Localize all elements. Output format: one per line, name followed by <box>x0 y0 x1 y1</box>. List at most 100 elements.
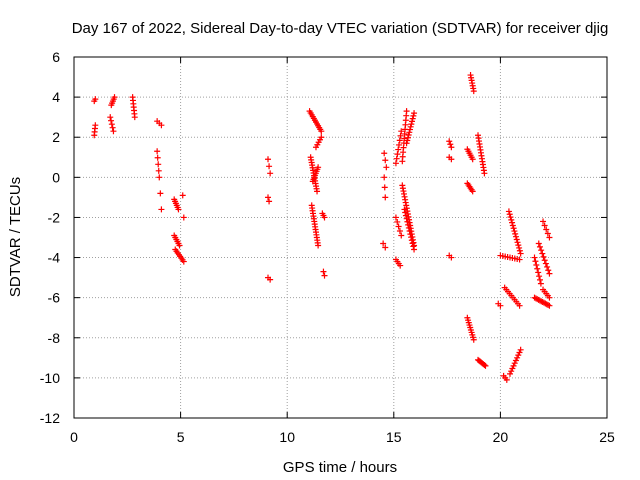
data-point <box>531 254 538 261</box>
data-point <box>470 336 477 343</box>
data-point <box>536 243 543 250</box>
data-point <box>395 141 402 148</box>
data-point <box>107 114 114 121</box>
data-point <box>396 137 403 144</box>
data-point <box>265 194 272 201</box>
data-point <box>481 170 488 177</box>
data-point <box>175 206 182 213</box>
data-point <box>544 230 551 237</box>
data-point <box>541 257 548 264</box>
x-axis-label: GPS time / hours <box>283 459 397 476</box>
data-point <box>381 150 388 157</box>
data-point <box>401 206 408 213</box>
data-point <box>409 118 416 125</box>
data-point <box>516 302 523 309</box>
data-point <box>516 349 523 356</box>
data-point <box>506 370 513 377</box>
data-point <box>180 214 187 221</box>
data-point <box>404 137 411 144</box>
data-point <box>532 258 539 265</box>
data-point <box>535 240 542 247</box>
data-point <box>408 121 415 128</box>
data-point <box>158 206 165 213</box>
data-point <box>403 108 410 115</box>
data-point <box>155 161 162 168</box>
data-point <box>396 227 403 234</box>
data-point <box>404 218 411 225</box>
data-point <box>546 302 553 309</box>
data-point <box>407 231 414 238</box>
data-point <box>481 361 488 368</box>
data-point <box>545 301 552 308</box>
y-axis-label: SDTVAR / TECUs <box>7 177 24 297</box>
data-point <box>402 212 409 219</box>
data-point <box>448 144 455 151</box>
data-point <box>381 174 388 181</box>
data-point <box>409 240 416 247</box>
data-point <box>402 209 409 216</box>
x-tick-label: 20 <box>493 429 509 445</box>
data-point <box>381 184 388 191</box>
data-point <box>448 156 455 163</box>
data-point <box>392 214 399 221</box>
data-point <box>382 194 389 201</box>
data-point <box>508 216 515 223</box>
data-point <box>405 221 412 228</box>
data-point <box>398 128 405 135</box>
data-point <box>447 141 454 148</box>
data-point <box>533 262 540 269</box>
data-point <box>320 268 327 275</box>
data-point <box>546 234 553 241</box>
data-point <box>92 96 99 103</box>
data-point <box>509 365 516 372</box>
data-point <box>546 270 553 277</box>
data-point <box>514 239 521 246</box>
data-points <box>91 72 553 383</box>
data-point <box>513 236 520 243</box>
y-tick-label: 0 <box>52 169 60 185</box>
y-tick-label: -6 <box>48 290 61 306</box>
data-point <box>321 214 328 221</box>
data-point <box>534 265 541 272</box>
x-tick-label: 5 <box>177 429 185 445</box>
data-point <box>266 163 273 170</box>
data-point <box>509 219 516 226</box>
data-point <box>318 128 325 135</box>
data-point <box>510 225 517 232</box>
data-point <box>446 138 453 145</box>
data-point <box>315 164 322 171</box>
data-point <box>536 276 543 283</box>
data-point <box>410 243 417 250</box>
data-point <box>411 246 418 253</box>
y-tick-label: -10 <box>40 370 60 386</box>
data-point <box>510 362 517 369</box>
data-point <box>179 192 186 199</box>
data-point <box>395 146 402 153</box>
data-point <box>516 247 523 254</box>
data-point <box>111 94 118 101</box>
data-point <box>92 122 99 129</box>
y-tick-label: -8 <box>48 330 61 346</box>
data-point <box>397 132 404 139</box>
data-point <box>505 208 512 215</box>
data-point <box>469 156 476 163</box>
data-point <box>508 368 515 375</box>
data-point <box>267 276 274 283</box>
data-point <box>406 228 413 235</box>
data-point <box>503 376 510 383</box>
data-point <box>405 132 412 139</box>
data-point <box>511 360 518 367</box>
data-point <box>156 174 163 181</box>
data-point <box>382 244 389 251</box>
x-tick-label: 15 <box>386 429 402 445</box>
data-point <box>110 128 117 135</box>
data-point <box>540 253 547 260</box>
data-point <box>542 260 549 267</box>
x-tick-label: 25 <box>599 429 615 445</box>
data-point <box>408 237 415 244</box>
data-point <box>497 302 504 309</box>
grid <box>74 57 607 418</box>
data-point <box>314 188 321 195</box>
data-point <box>383 164 390 171</box>
data-point <box>398 232 405 239</box>
